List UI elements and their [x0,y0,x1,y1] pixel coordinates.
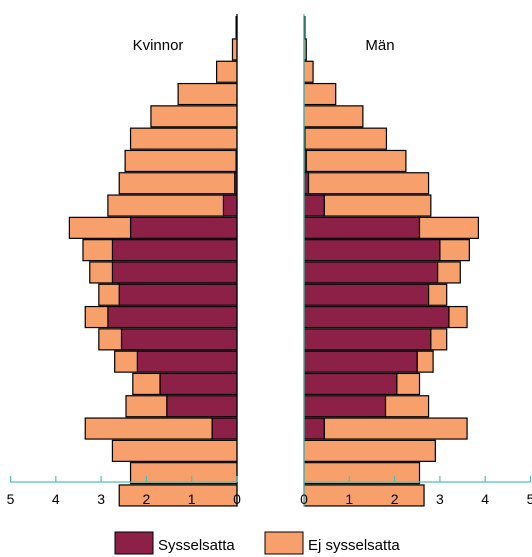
bar-ej-sysselsatta [437,261,461,284]
bar-ej-sysselsatta [305,149,407,173]
bar-ej-sysselsatta [118,172,236,195]
x-tick-label: 3 [436,491,444,507]
x-tick-label: 5 [7,491,15,507]
bar-ej-sysselsatta [303,484,425,507]
bar-ej-sysselsatta [303,462,421,485]
x-tick-label: 0 [233,491,241,507]
bar-sysselsatta [166,395,238,418]
bar-ej-sysselsatta [323,417,468,440]
bar-ej-sysselsatta [307,172,430,195]
bar-ej-sysselsatta [129,127,238,150]
bar-ej-sysselsatta [418,216,480,239]
x-tick-label: 1 [188,491,196,507]
bar-ej-sysselsatta [416,350,434,373]
bars-kvinnor [68,14,238,507]
bar-ej-sysselsatta [384,395,430,418]
panel-kvinnor: Kvinnor 5 4 3 2 1 0 [7,14,241,507]
bar-sysselsatta [303,372,398,396]
bar-sysselsatta [303,261,439,284]
bars-man [303,14,480,507]
bar-sysselsatta [303,239,441,262]
bar-sysselsatta [303,172,310,195]
bar-ej-sysselsatta [84,305,109,329]
bar-sysselsatta [136,350,238,373]
bar-sysselsatta [211,417,238,440]
bar-ej-sysselsatta [304,127,388,150]
bar-ej-sysselsatta [439,239,470,262]
panel-title-man: Män [365,37,394,54]
bar-ej-sysselsatta [231,38,238,61]
bar-ej-sysselsatta [82,239,114,262]
bar-ej-sysselsatta [114,350,138,373]
legend: Sysselsatta Ej sysselsatta [114,531,400,555]
bar-sysselsatta [303,350,418,373]
x-tick-label: 5 [527,491,532,507]
x-tick-label: 3 [97,491,105,507]
bar-ej-sysselsatta [303,60,314,83]
x-axis-man: 0 1 2 3 4 5 [300,476,532,507]
bar-sysselsatta [111,261,238,284]
bar-sysselsatta [303,216,421,239]
bar-ej-sysselsatta [216,60,238,83]
x-tick-label: 2 [391,491,399,507]
legend-label-sysselsatta: Sysselsatta [158,537,235,554]
bar-sysselsatta [159,372,238,396]
bar-ej-sysselsatta [150,105,238,128]
bar-ej-sysselsatta [125,395,168,418]
panel-man: Män 0 1 2 3 4 5 [300,14,532,507]
bar-ej-sysselsatta [89,261,114,284]
bar-ej-sysselsatta [396,372,421,396]
bar-ej-sysselsatta [111,439,238,462]
bar-ej-sysselsatta [430,328,448,351]
panel-title-kvinnor: Kvinnor [133,37,184,54]
legend-swatch-sysselsatta [114,531,154,555]
bar-ej-sysselsatta [303,439,436,462]
bar-ej-sysselsatta [124,149,237,173]
bar-sysselsatta [120,328,238,351]
bar-sysselsatta [107,305,238,329]
legend-swatch-ej-sysselsatta [264,531,304,555]
x-tick-label: 4 [481,491,489,507]
bar-sysselsatta [111,239,238,262]
x-tick-label: 4 [52,491,60,507]
bar-sysselsatta [303,305,450,329]
bar-sysselsatta [303,283,430,306]
bar-ej-sysselsatta [177,82,238,106]
bar-sysselsatta [222,194,238,217]
bar-ej-sysselsatta [303,105,364,128]
bar-sysselsatta [303,395,387,418]
bar-sysselsatta [303,328,432,351]
bar-ej-sysselsatta [68,216,132,239]
bar-ej-sysselsatta [107,194,225,217]
bar-ej-sysselsatta [323,194,432,217]
bar-ej-sysselsatta [118,484,238,507]
bar-sysselsatta [303,194,325,217]
bar-ej-sysselsatta [303,82,337,106]
bar-ej-sysselsatta [448,305,468,329]
legend-label-ej-sysselsatta: Ej sysselsatta [308,537,400,554]
x-tick-label: 2 [143,491,151,507]
bar-ej-sysselsatta [84,417,213,440]
x-axis-kvinnor: 5 4 3 2 1 0 [7,476,241,507]
bar-sysselsatta [118,283,238,306]
x-tick-label: 0 [300,491,308,507]
bar-sysselsatta [303,417,325,440]
x-tick-label: 1 [345,491,353,507]
bar-ej-sysselsatta [132,372,161,396]
bar-sysselsatta [129,216,238,239]
bar-ej-sysselsatta [98,328,123,351]
bar-ej-sysselsatta [427,283,448,306]
bar-ej-sysselsatta [98,283,120,306]
